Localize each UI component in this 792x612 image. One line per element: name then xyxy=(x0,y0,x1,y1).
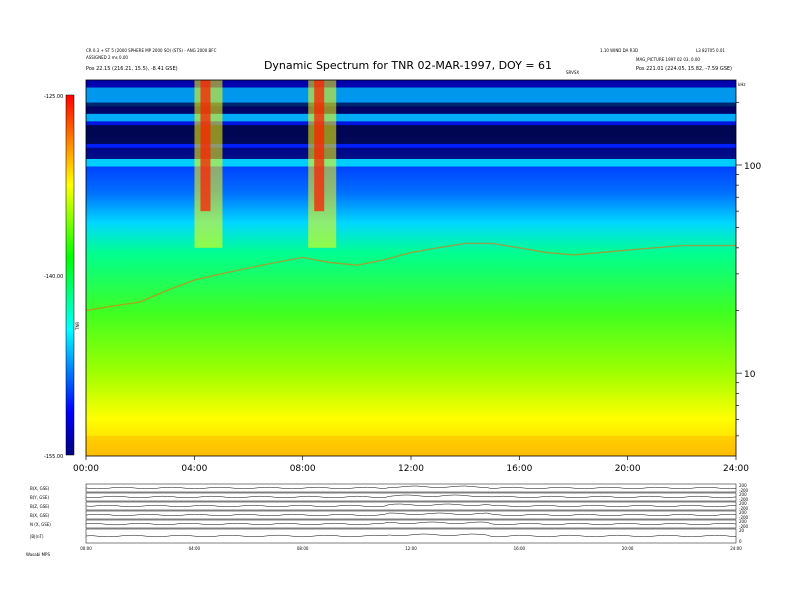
lower-panel-trace xyxy=(85,521,737,526)
time-tick-label: 20:00 xyxy=(615,464,641,474)
lower-panel-right-tick: -200 xyxy=(739,515,749,520)
lower-panel-label: B(X, GSE) xyxy=(30,513,50,518)
spectrum-band xyxy=(86,113,736,122)
spectrum-band xyxy=(86,147,736,159)
lower-panel-frame xyxy=(85,528,737,544)
lower-time-label: 08:00 xyxy=(297,546,309,551)
lower-panel-right-tick: 200 xyxy=(739,501,747,506)
frequency-tick-label: 10 xyxy=(744,370,756,380)
spectrogram xyxy=(86,80,736,456)
lower-time-label: 16:00 xyxy=(514,546,526,551)
spectrum-band xyxy=(86,102,736,114)
colorbar-tick-label: -155.00 xyxy=(44,454,63,460)
lower-panel-right-tick: 200 xyxy=(739,519,747,524)
chart-title: Dynamic Spectrum for TNR 02-MAR-1997, DO… xyxy=(264,59,552,72)
lower-panel-label: B(X, GSE) xyxy=(30,486,50,491)
lower-time-label: 20:00 xyxy=(622,546,634,551)
burst-core xyxy=(200,80,211,212)
colorbar-label: TNR xyxy=(75,322,80,331)
lower-panel-right-tick: 200 xyxy=(739,492,747,497)
lower-panel-trace xyxy=(85,503,737,508)
lower-panel-trace xyxy=(85,533,737,538)
frequency-axis: 10 100 xyxy=(736,101,761,437)
lower-panel-label: N (X, GSE) xyxy=(30,522,51,527)
type3-bursts xyxy=(194,80,337,248)
legend-mark: SRVSX xyxy=(566,70,579,75)
lower-panel-right-tick: -200 xyxy=(739,488,749,493)
header-left-line3: Pos 22.15 (216.21, 15.5), -8.41 GSE) xyxy=(86,66,178,72)
lower-panel-label: B(Y, GSE) xyxy=(30,495,49,500)
lower-panel-label: |B|(nT) xyxy=(30,534,44,539)
spectrum-band xyxy=(86,125,736,144)
time-tick-label: 16:00 xyxy=(506,464,532,474)
colorbar xyxy=(65,94,75,456)
lower-panel-right-tick: -200 xyxy=(739,524,749,529)
time-tick-label: 00:00 xyxy=(73,464,99,474)
lower-time-label: 00:00 xyxy=(80,546,92,551)
lower-panel-right-tick: 20 xyxy=(739,528,745,533)
frequency-unit: kHz xyxy=(738,82,745,87)
lower-time-label: 12:00 xyxy=(405,546,417,551)
burst-core xyxy=(314,80,325,212)
lower-panel-frame xyxy=(85,501,737,511)
header-left-line1: CR 0.3 + ST 5 (2000 SPHERE MP 2000 SO) (… xyxy=(86,48,217,53)
lower-panel-label: B(Z, GSE) xyxy=(30,504,50,509)
lower-time-label: 24:00 xyxy=(730,546,742,551)
time-tick-label: 24:00 xyxy=(723,464,749,474)
header-right-line3: Pos 221.01 (224.05, 15.82, -7.59 GSE) xyxy=(636,66,732,72)
plasma-line xyxy=(86,242,736,312)
lower-panel-right-tick: 200 xyxy=(739,483,747,488)
lower-time-label: 04:00 xyxy=(189,546,201,551)
header-far-right: L3 82705 0.01 xyxy=(696,48,725,53)
lower-panel-trace xyxy=(85,485,737,490)
colorbar-tick-label: -125.00 xyxy=(44,94,63,100)
spectrum-band xyxy=(86,436,736,456)
time-tick-label: 12:00 xyxy=(398,464,424,474)
time-tick-label: 08:00 xyxy=(290,464,316,474)
time-axis: 00:00 04:00 08:00 12:00 16:00 20:00 24:00 xyxy=(73,456,749,474)
lower-panel-trace xyxy=(85,512,737,517)
header-left-line2: ASSIGNED 2 ms 0.00 xyxy=(86,55,128,60)
lower-panel-right-tick: 200 xyxy=(739,510,747,515)
header-right-line1: 1.10 WIND DA R3D xyxy=(600,48,638,53)
spectrum-band xyxy=(86,87,736,107)
lower-panel-right-tick: -200 xyxy=(739,497,749,502)
lower-panel-right-tick: 0 xyxy=(739,539,742,544)
footer-label: Wasabi MPS xyxy=(26,552,50,557)
colorbar-tick-label: -140.00 xyxy=(44,274,63,280)
spectrum-bands xyxy=(86,87,736,456)
frequency-tick-label: 100 xyxy=(744,162,761,172)
lower-panel-trace xyxy=(85,494,737,499)
spectrum-band xyxy=(86,158,736,167)
lower-panel-right-tick: -200 xyxy=(739,506,749,511)
time-tick-label: 04:00 xyxy=(181,464,207,474)
header-right-line2: MAG_PICTURE 1997 02 03, 0.00 xyxy=(636,57,700,62)
